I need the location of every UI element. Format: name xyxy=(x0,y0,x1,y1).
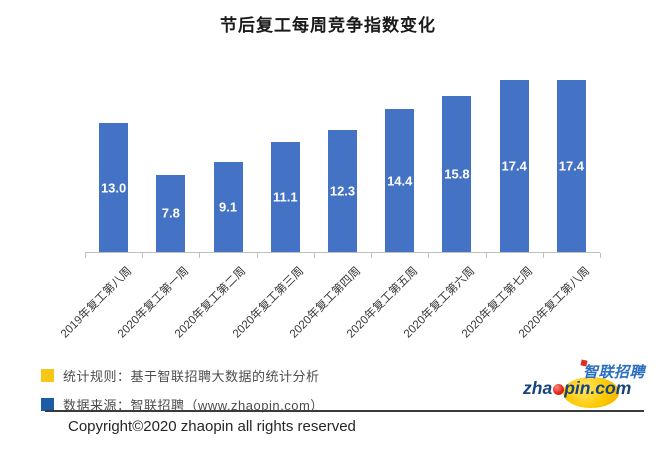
axis-tick xyxy=(256,253,258,258)
bar-value-label: 17.4 xyxy=(558,158,585,174)
legend-label: 统计规则：基于智联招聘大数据的统计分析 xyxy=(63,369,320,384)
bar: 14.4 xyxy=(385,109,415,252)
divider-line xyxy=(45,410,644,412)
bar: 17.4 xyxy=(556,79,586,252)
logo-text-pincom: pin.com xyxy=(564,378,632,398)
x-axis-line xyxy=(85,252,600,253)
bar: 7.8 xyxy=(156,174,186,252)
bar: 11.1 xyxy=(270,142,300,252)
bar-chart-plot-area: 13.0 7.8 9.1 11.1 12.3 14.4 15.8 17.4 17.4 2019年… xyxy=(59,60,601,340)
bar: 13.0 xyxy=(99,123,129,252)
legend-item-stat-rule: 统计规则：基于智联招聘大数据的统计分析 xyxy=(41,366,324,385)
bar-value-label: 9.1 xyxy=(219,199,238,215)
logo-chinese-text: 智联招聘 xyxy=(580,359,645,382)
legend-item-data-source: 数据来源：智联招聘（www.zhaopin.com） xyxy=(41,395,324,414)
legend-swatch-yellow xyxy=(41,369,54,382)
logo-english-text: zha pin.com xyxy=(523,378,631,399)
axis-tick xyxy=(600,253,601,258)
bar-value-label: 12.3 xyxy=(329,183,356,199)
bar: 15.8 xyxy=(442,95,472,252)
logo-text-zha: zha xyxy=(523,378,553,398)
copyright-text: Copyright©2020 zhaopin all rights reserv… xyxy=(68,418,356,435)
bar-value-label: 7.8 xyxy=(161,205,180,221)
axis-tick xyxy=(199,253,201,258)
logo-yellow-ellipse xyxy=(563,377,619,408)
axis-tick xyxy=(85,253,86,258)
bar: 17.4 xyxy=(499,79,529,252)
legend-swatch-blue xyxy=(41,398,54,411)
zhaopin-logo: 智联招聘 zha pin.com xyxy=(523,359,645,409)
bar-value-label: 11.1 xyxy=(272,189,298,205)
legend-label: 数据来源：智联招聘（www.zhaopin.com） xyxy=(63,398,324,413)
axis-tick xyxy=(428,253,430,258)
bar-value-label: 13.0 xyxy=(100,180,127,196)
logo-red-ball-icon xyxy=(553,384,565,395)
x-axis-labels: 2019年复工第八周 2020年复工第一周 2020年复工第二周 2020年复工第三周… xyxy=(59,253,600,353)
axis-tick xyxy=(313,253,315,258)
chart-title: 节后复工每周竞争指数变化 xyxy=(220,16,436,35)
logo-red-accent xyxy=(580,359,588,367)
bar-value-label: 14.4 xyxy=(387,173,413,189)
bar: 9.1 xyxy=(213,161,243,252)
bar: 12.3 xyxy=(328,130,357,252)
legend: 统计规则：基于智联招聘大数据的统计分析 数据来源：智联招聘（www.zhaopi… xyxy=(41,366,324,424)
bar-value-label: 15.8 xyxy=(444,166,470,182)
axis-tick xyxy=(542,253,544,258)
axis-tick xyxy=(371,253,373,258)
axis-tick xyxy=(485,253,487,258)
axis-tick xyxy=(142,253,144,258)
bar-value-label: 17.4 xyxy=(501,158,527,174)
